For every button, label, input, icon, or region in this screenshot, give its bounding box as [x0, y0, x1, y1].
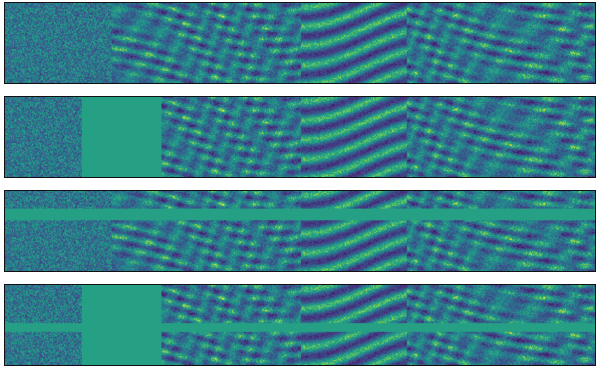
- spectrogram-canvas-2: [5, 97, 595, 177]
- spectrogram-canvas-3: [5, 191, 595, 271]
- spectrogram-canvas-1: [5, 3, 595, 83]
- spectrogram-panel-2: [4, 96, 596, 178]
- spectrogram-panel-1: [4, 2, 596, 84]
- spectrogram-panel-4: [4, 284, 596, 366]
- spectrogram-panel-3: [4, 190, 596, 272]
- spectrogram-canvas-4: [5, 285, 595, 365]
